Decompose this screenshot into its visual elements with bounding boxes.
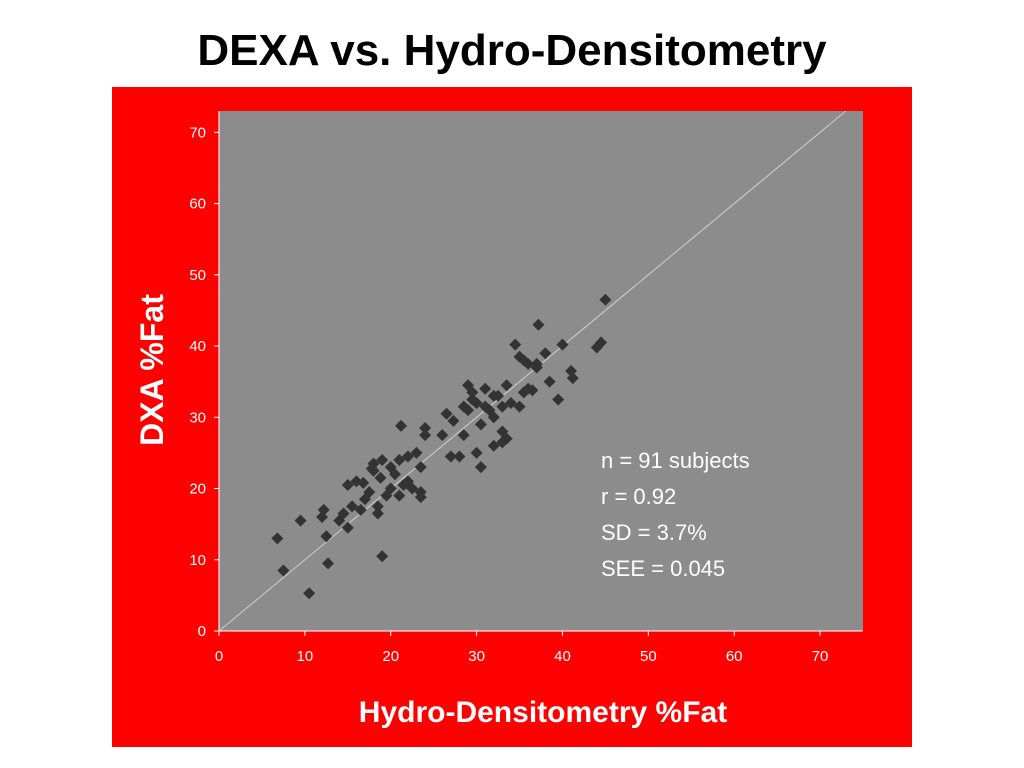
data-point	[406, 482, 419, 495]
data-point	[453, 450, 466, 463]
data-point	[317, 503, 330, 516]
data-point	[599, 293, 612, 306]
data-point	[487, 439, 500, 452]
data-point	[363, 486, 376, 499]
stats-box: n = 91 subjects r = 0.92 SD = 3.7% SEE = 0.…	[601, 448, 750, 581]
data-point	[303, 587, 316, 600]
data-point	[504, 397, 517, 410]
data-point	[513, 400, 526, 413]
data-point	[590, 341, 603, 354]
data-point	[389, 468, 402, 481]
data-point	[294, 514, 307, 527]
x-tick-label: 0	[215, 648, 223, 665]
data-point	[440, 407, 453, 420]
stat-line: SEE = 0.045	[601, 556, 725, 581]
data-point	[543, 375, 556, 388]
data-point	[509, 338, 522, 351]
data-point	[365, 462, 378, 475]
y-tick-label: 60	[189, 196, 206, 213]
y-tick-label: 0	[198, 623, 206, 640]
plot-area	[219, 111, 863, 631]
data-point	[320, 530, 333, 543]
data-point	[414, 461, 427, 474]
data-point	[470, 446, 483, 459]
y-tick-label: 40	[189, 338, 206, 355]
chart-panel: 0 10 20 30 40 50 60 70 0 10 20 30 40 50 60 70 n = 91 su…	[112, 87, 912, 747]
data-point	[496, 400, 509, 413]
data-point	[419, 429, 432, 442]
y-tick-label: 30	[189, 409, 206, 426]
data-point	[354, 503, 367, 516]
data-point	[474, 461, 487, 474]
data-point	[487, 411, 500, 424]
axes: 0 10 20 30 40 50 60 70 0 10 20 30 40 50 60 70	[189, 111, 863, 665]
data-point	[526, 384, 539, 397]
data-point	[466, 386, 479, 399]
data-point	[337, 507, 350, 520]
data-point	[444, 450, 457, 463]
identity-line-layer	[218, 110, 847, 632]
data-point	[384, 482, 397, 495]
data-point	[470, 397, 483, 410]
stat-line: n = 91 subjects	[601, 448, 750, 473]
data-point	[474, 418, 487, 431]
x-tick-label: 70	[812, 648, 829, 665]
data-point	[539, 347, 552, 360]
x-axis-title: Hydro-Densitometry %Fat	[359, 696, 727, 729]
x-tick-label: 40	[554, 648, 571, 665]
data-point	[322, 557, 335, 570]
x-tick-label: 50	[640, 648, 657, 665]
data-point	[357, 476, 370, 489]
x-tick-label: 10	[297, 648, 314, 665]
data-point	[395, 419, 408, 432]
data-point	[277, 564, 290, 577]
data-point	[341, 478, 354, 491]
data-point	[457, 429, 470, 442]
data-point	[346, 500, 359, 513]
data-point	[447, 414, 460, 427]
data-point	[376, 454, 389, 467]
data-point	[436, 429, 449, 442]
data-point	[522, 357, 535, 370]
data-point	[393, 489, 406, 502]
y-axis-title: DXA %Fat	[134, 294, 170, 446]
data-point	[410, 446, 423, 459]
data-point	[530, 361, 543, 374]
data-point	[371, 507, 384, 520]
data-point	[479, 382, 492, 395]
data-point	[341, 521, 354, 534]
data-point	[532, 318, 545, 331]
data-point	[595, 336, 608, 349]
stat-line: r = 0.92	[601, 484, 676, 509]
data-point	[462, 404, 475, 417]
data-point	[500, 379, 513, 392]
data-point	[374, 471, 387, 484]
stat-line: SD = 3.7%	[601, 520, 707, 545]
y-tick-label: 70	[189, 124, 206, 141]
data-point	[500, 432, 513, 445]
scatter-chart: 0 10 20 30 40 50 60 70 0 10 20 30 40 50 60 70 n = 91 su…	[134, 110, 863, 729]
data-point	[393, 454, 406, 467]
y-tick-label: 10	[189, 552, 206, 569]
data-point	[376, 550, 389, 563]
data-point	[552, 393, 565, 406]
data-point	[556, 338, 569, 351]
data-point	[414, 486, 427, 499]
data-point	[401, 450, 414, 463]
y-tick-label: 20	[189, 481, 206, 498]
data-point	[271, 532, 284, 545]
identity-line	[218, 110, 847, 632]
data-points	[271, 293, 612, 600]
page-title: DEXA vs. Hydro-Densitometry	[197, 26, 827, 75]
y-tick-label: 50	[189, 267, 206, 284]
x-tick-label: 30	[468, 648, 485, 665]
data-point	[492, 389, 505, 402]
x-tick-label: 20	[382, 648, 399, 665]
data-point	[419, 421, 432, 434]
data-point	[566, 372, 579, 385]
x-tick-label: 60	[726, 648, 743, 665]
data-point	[371, 500, 384, 513]
